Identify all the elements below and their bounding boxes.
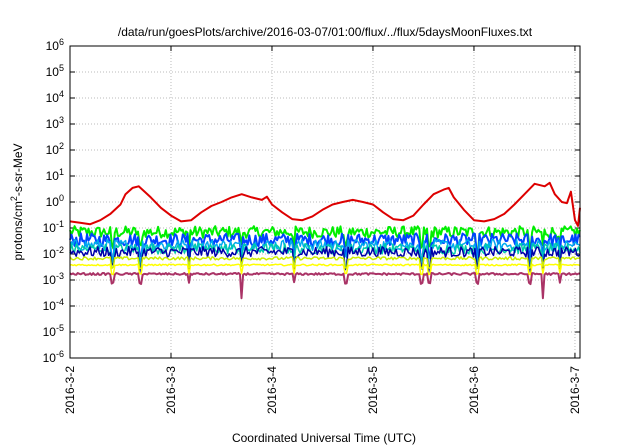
y-tick-exponent: 5 bbox=[59, 63, 64, 73]
y-tick-exponent: 2 bbox=[59, 141, 64, 151]
y-tick-label: 104 bbox=[46, 89, 64, 105]
series-line-8 bbox=[69, 263, 581, 276]
y-tick-base: 10 bbox=[46, 169, 60, 183]
y-tick-label: 102 bbox=[46, 141, 64, 157]
y-axis-label-prefix: protons/cm bbox=[11, 201, 25, 260]
series-line-6 bbox=[69, 245, 581, 274]
y-tick-base: 10 bbox=[43, 325, 57, 339]
chart-title: /data/run/goesPlots/archive/2016-03-07/0… bbox=[118, 25, 533, 39]
x-tick-label: 2016-3-5 bbox=[366, 366, 380, 414]
y-tick-exponent: 3 bbox=[59, 115, 64, 125]
y-tick-base: 10 bbox=[43, 221, 57, 235]
x-axis-label: Coordinated Universal Time (UTC) bbox=[232, 431, 416, 445]
y-tick-exponent: 6 bbox=[59, 37, 64, 47]
x-tick-label: 2016-3-2 bbox=[63, 366, 77, 414]
series-line-7 bbox=[69, 256, 581, 270]
y-tick-label: 106 bbox=[46, 37, 64, 53]
x-tick-label: 2016-3-3 bbox=[164, 366, 178, 414]
y-tick-exponent: 1 bbox=[59, 167, 64, 177]
y-tick-labels: 10-610-510-410-310-210-11001011021031041… bbox=[43, 37, 64, 365]
x-tick-labels: 2016-3-2 2016-3-3 2016-3-4 2016-3-5 2016-3-6… bbox=[63, 366, 582, 414]
y-tick-label: 103 bbox=[46, 115, 64, 131]
y-tick-label: 10-1 bbox=[43, 219, 64, 235]
y-tick-base: 10 bbox=[43, 247, 57, 261]
y-tick-label: 100 bbox=[46, 193, 64, 209]
y-tick-base: 10 bbox=[46, 91, 60, 105]
y-tick-label: 10-3 bbox=[43, 271, 64, 287]
x-tick-label: 2016-3-4 bbox=[265, 366, 279, 414]
x-tick-label: 2016-3-6 bbox=[467, 366, 481, 414]
y-tick-exponent: -2 bbox=[56, 245, 64, 255]
y-tick-label: 10-6 bbox=[43, 349, 64, 365]
y-axis-label-sup: 2 bbox=[9, 196, 19, 201]
y-tick-exponent: -5 bbox=[56, 323, 64, 333]
y-tick-label: 105 bbox=[46, 63, 64, 79]
y-tick-base: 10 bbox=[46, 117, 60, 131]
y-tick-base: 10 bbox=[43, 299, 57, 313]
series-line-1 bbox=[69, 181, 581, 227]
y-tick-exponent: 0 bbox=[59, 193, 64, 203]
series-lines bbox=[69, 181, 581, 300]
y-tick-exponent: -6 bbox=[56, 349, 64, 359]
y-tick-base: 10 bbox=[46, 65, 60, 79]
y-tick-label: 10-4 bbox=[43, 297, 64, 313]
y-axis-label-suffix: -s-sr-MeV bbox=[11, 143, 25, 196]
y-tick-exponent: -4 bbox=[56, 297, 64, 307]
y-tick-exponent: 4 bbox=[59, 89, 64, 99]
y-tick-base: 10 bbox=[46, 39, 60, 53]
y-tick-label: 101 bbox=[46, 167, 64, 183]
y-tick-exponent: -3 bbox=[56, 271, 64, 281]
series-line-9 bbox=[69, 272, 581, 300]
series-line-2 bbox=[69, 225, 581, 254]
y-tick-base: 10 bbox=[43, 273, 57, 287]
y-tick-label: 10-2 bbox=[43, 245, 64, 261]
series-line-3 bbox=[69, 232, 581, 263]
y-tick-base: 10 bbox=[43, 351, 57, 365]
y-tick-exponent: -1 bbox=[56, 219, 64, 229]
x-tick-label: 2016-3-7 bbox=[568, 366, 582, 414]
y-tick-base: 10 bbox=[46, 143, 60, 157]
y-tick-base: 10 bbox=[46, 195, 60, 209]
plot-frame bbox=[69, 45, 581, 359]
y-axis-label: protons/cm2-s-sr-MeV bbox=[9, 143, 25, 260]
y-tick-label: 10-5 bbox=[43, 323, 64, 339]
